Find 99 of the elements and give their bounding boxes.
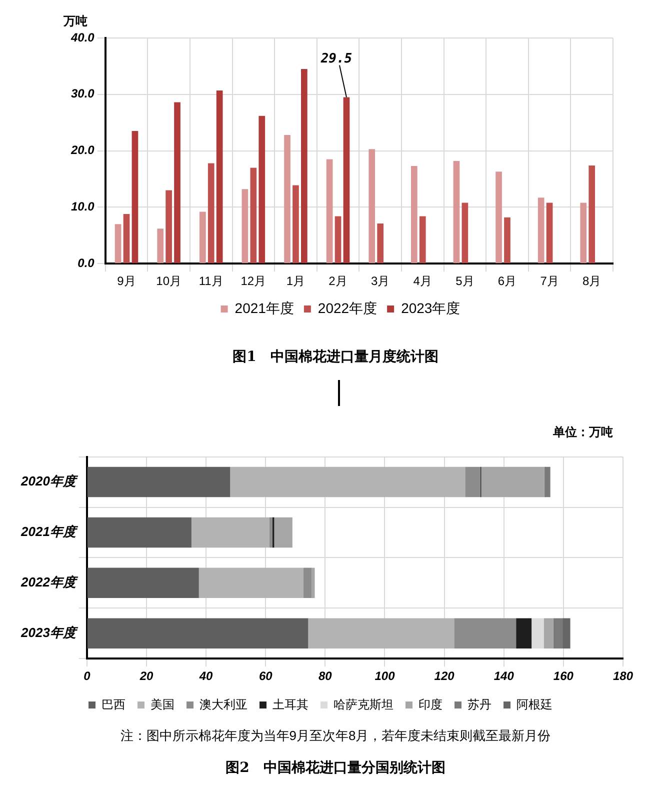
y-tick-label: 2020年度 (20, 474, 79, 489)
x-tick-label: 1月 (286, 274, 306, 288)
x-tick-label: 6月 (498, 274, 517, 288)
bar (157, 228, 164, 264)
bar (326, 159, 333, 264)
x-tick-label: 20 (138, 669, 154, 684)
chart-subtitle: 单位：万吨 (552, 424, 614, 441)
legend-label: 2022年度 (318, 300, 378, 316)
bar (334, 216, 342, 264)
bar (411, 166, 418, 264)
bar (546, 202, 553, 264)
y-tick-label: 30.0 (70, 86, 95, 101)
bar (532, 618, 544, 649)
bar (301, 69, 308, 264)
x-tick-label: 160 (553, 669, 574, 684)
bar (496, 172, 502, 264)
bar (269, 517, 272, 548)
x-tick-label: 11月 (198, 274, 224, 288)
x-tick-label: 10月 (156, 274, 182, 288)
bar (191, 517, 270, 548)
legend-label: 美国 (150, 697, 174, 712)
x-tick-label: 40 (198, 669, 214, 684)
bar (230, 466, 466, 498)
bar (312, 568, 315, 598)
bar (465, 466, 480, 498)
bar (562, 618, 570, 649)
bar (368, 149, 376, 264)
x-tick-label: 100 (374, 669, 396, 684)
bar (87, 517, 192, 548)
bar (216, 90, 223, 264)
bar (274, 517, 292, 548)
bar (544, 466, 550, 498)
x-tick-label: 180 (612, 669, 634, 684)
bar (198, 568, 304, 598)
legend-label: 阿根廷 (516, 697, 552, 712)
x-tick-label: 120 (434, 669, 455, 684)
text: 注：图中所示棉花年度为当年9月至次年8月，若年度未结束则截至最新月份 (119, 727, 552, 745)
legend-label: 澳大利亚 (200, 697, 248, 712)
bar (123, 214, 130, 264)
text: 图1 中国棉花进口量月度统计图 (232, 348, 440, 366)
legend-label: 2021年度 (234, 300, 294, 316)
y-axis-title: 万吨 (62, 14, 88, 28)
x-tick-label: 8月 (582, 274, 602, 288)
legend-label: 苏丹 (468, 697, 492, 712)
legend-label: 哈萨克斯坦 (334, 697, 394, 712)
y-tick-label: 20.0 (70, 143, 95, 158)
bar (462, 202, 468, 264)
y-tick-label: 2022年度 (20, 574, 79, 590)
bar (87, 568, 199, 598)
bar (553, 618, 563, 649)
bar (308, 618, 454, 649)
bar (199, 212, 206, 264)
legend-label: 2023年度 (401, 300, 460, 316)
bar (454, 618, 516, 649)
y-tick-label: 40.0 (70, 30, 95, 44)
bar (250, 168, 257, 264)
bar (87, 466, 230, 498)
bar (419, 216, 426, 264)
bar (292, 185, 299, 264)
bar (343, 97, 350, 264)
x-tick-label: 9月 (117, 274, 136, 288)
legend-label: 印度 (418, 697, 442, 712)
bar (166, 190, 172, 264)
bar (481, 466, 544, 498)
legend-label: 土耳其 (272, 697, 308, 712)
bar (588, 165, 596, 264)
x-tick-label: 140 (494, 669, 514, 684)
bar (174, 102, 180, 264)
x-tick-label: 5月 (456, 274, 474, 288)
bar (516, 618, 532, 649)
bar (242, 189, 248, 264)
x-tick-label: 12月 (240, 274, 266, 288)
data-label: 29.5 (320, 52, 352, 67)
x-tick-label: 60 (258, 669, 273, 684)
x-tick-label: 80 (318, 669, 332, 684)
x-tick-label: 0 (84, 669, 91, 684)
text: 图2 中国棉花进口量分国别统计图 (224, 759, 446, 777)
y-tick-label: 0.0 (78, 256, 95, 270)
x-tick-label: 4月 (413, 274, 432, 288)
bar (504, 217, 510, 264)
y-tick-label: 2021年度 (20, 524, 79, 540)
bar (544, 618, 554, 649)
x-tick-label: 3月 (370, 274, 390, 288)
y-tick-label: 10.0 (70, 200, 95, 214)
bar (453, 160, 460, 264)
bar (303, 568, 312, 598)
bar (87, 618, 308, 649)
x-tick-label: 2月 (328, 274, 348, 288)
bar (284, 135, 290, 264)
x-tick-label: 7月 (540, 274, 559, 288)
bar (258, 116, 266, 264)
bar (580, 202, 587, 264)
bar (538, 198, 544, 264)
bar (208, 163, 214, 264)
bar (377, 224, 384, 264)
bar (114, 224, 122, 264)
bar (132, 131, 138, 264)
legend-label: 巴西 (102, 697, 126, 712)
y-tick-label: 2023年度 (20, 624, 79, 640)
